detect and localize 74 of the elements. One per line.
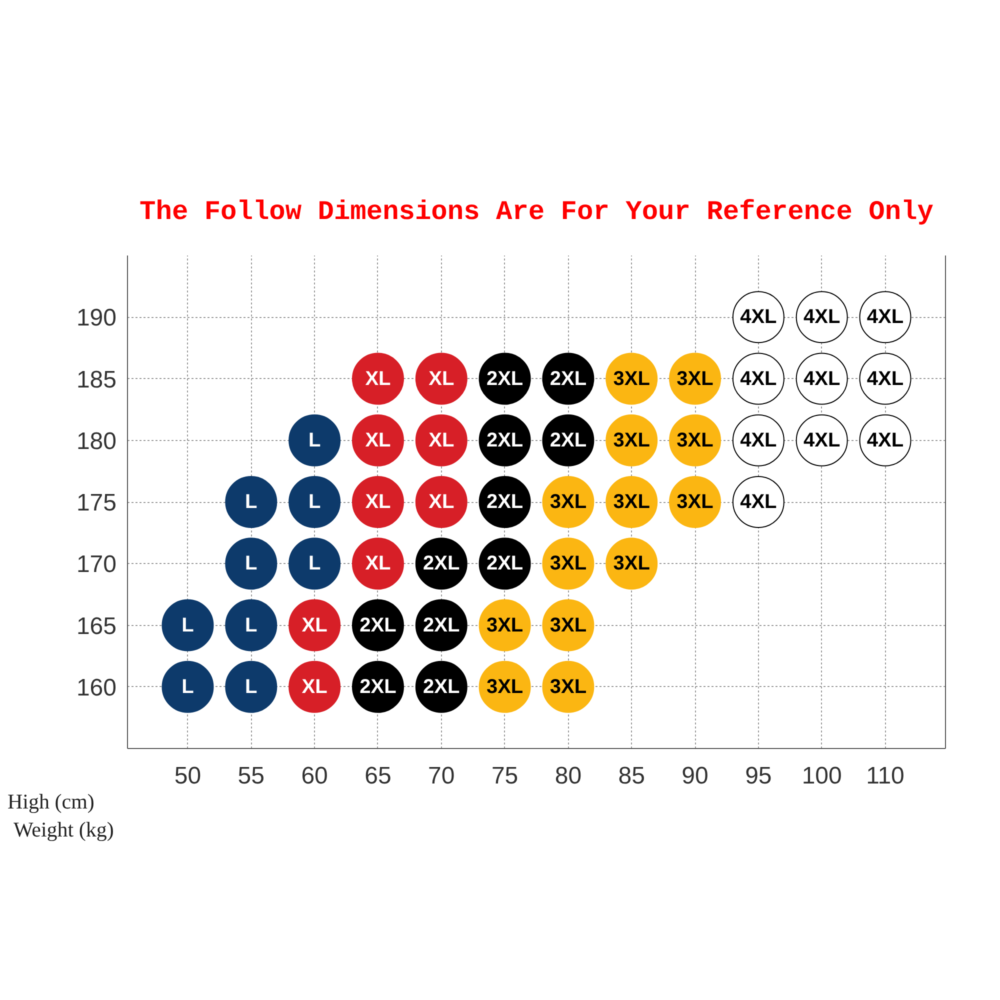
x-tick-label: 80 [554,762,582,790]
text: L [245,614,258,636]
text: 4XL [866,306,904,328]
x-tick-label: 100 [802,762,842,790]
x-tick-label: 75 [491,762,518,790]
x-axis-title: Weight (kg) [14,818,114,842]
text: XL [365,368,391,390]
series-label: L [182,676,194,698]
y-tick-label: 160 [76,674,117,702]
text: 4XL [804,306,840,328]
text: 2XL [486,429,524,452]
x-tick-label: 65 [364,762,392,790]
y-tick-label: 165 [76,612,117,640]
text: 4XL [740,368,777,390]
text: 3XL [613,368,650,390]
x-tick-label: 70 [428,762,455,790]
y-tick-label: 180 [76,428,117,455]
text: XL [428,368,454,390]
text: 3XL [550,676,587,698]
text: 4XL [740,429,777,452]
chart-title: The Follow Dimensions Are For Your Reference Only [140,198,934,228]
x-tick-label: 60 [301,762,328,790]
text: 2XL [423,676,460,698]
text: XL [302,676,328,698]
text: L [245,552,258,575]
text: 3XL [613,491,650,513]
text: L [308,552,321,575]
x-tick-label: 110 [866,762,904,790]
text: 4XL [804,368,840,390]
text: L [245,491,258,513]
series-label: XL [428,491,454,513]
text: 4XL [740,306,777,328]
text: 3XL [550,491,587,513]
x-tick-label: 50 [174,762,202,790]
text: 3XL [486,614,524,636]
text: 3XL [486,676,524,698]
text: 3XL [676,368,714,390]
text: XL [302,614,328,636]
text: 2XL [486,491,524,513]
series-label: 2XL [550,429,587,452]
text: 4XL [866,368,904,390]
x-tick-label: 55 [238,762,265,790]
text: 2XL [360,614,396,636]
series-label: 4XL [866,429,904,452]
text: 3XL [676,491,714,513]
text: XL [365,429,391,452]
text: L [308,491,321,513]
x-tick-label: 95 [745,762,772,790]
text: 2XL [486,552,524,575]
text: XL [428,429,454,452]
text: 2XL [423,552,460,575]
y-tick-label: 185 [76,366,117,394]
text: L [182,614,194,636]
text: 2XL [423,614,460,636]
text: 4XL [804,429,840,452]
text: 3XL [676,429,714,452]
text: 3XL [550,552,587,575]
y-axis-title: High (cm) [8,790,94,814]
y-tick-label: 190 [76,304,117,332]
x-tick-label: 85 [618,762,645,790]
text: L [245,676,258,698]
text: 4XL [740,491,777,513]
x-tick-label: 90 [682,762,708,790]
text: L [308,429,321,452]
series-label: 3XL [613,552,650,575]
text: XL [365,491,391,513]
text: XL [365,552,391,575]
y-tick-label: 175 [76,490,117,516]
text: 3XL [550,614,587,636]
text: 2XL [550,368,587,390]
text: 2XL [486,368,524,390]
text: 2XL [360,676,396,698]
y-tick-label: 170 [76,551,117,578]
text: 3XL [613,429,650,452]
